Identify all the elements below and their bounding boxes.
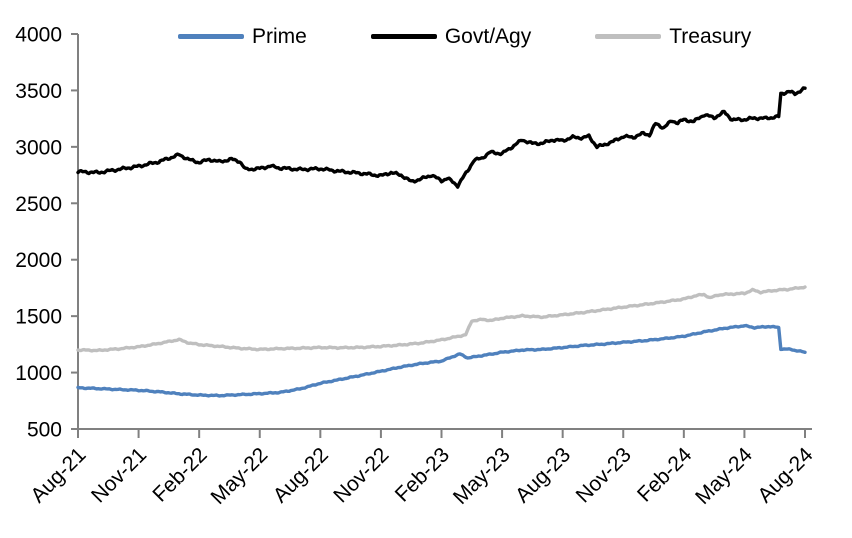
legend-item-prime: Prime (178, 26, 307, 47)
x-axis-label: May-23 (449, 443, 515, 509)
legend-label-treasury: Treasury (669, 25, 752, 48)
y-axis-label: 500 (27, 419, 62, 442)
x-axis-label: Feb-24 (633, 443, 697, 507)
govt-agy-line-swatch-icon (370, 34, 437, 39)
x-axis-label: Aug-21 (26, 443, 90, 507)
y-axis-label: 2000 (15, 249, 62, 272)
x-axis-label: May-24 (691, 443, 757, 509)
treasury-series-line (76, 285, 807, 353)
y-axis-label: 2500 (15, 193, 62, 216)
legend-label-govt-agy: Govt/Agy (444, 25, 532, 48)
y-axis-label: 1000 (15, 362, 62, 385)
legend-item-treasury: Treasury (595, 26, 751, 47)
govt-agy-series-line (76, 86, 807, 189)
treasury-line-swatch-icon (595, 34, 662, 39)
x-axis-label: Aug-22 (269, 443, 333, 507)
legend-label-prime: Prime (252, 25, 307, 48)
x-axis-label: Nov-22 (329, 443, 393, 507)
x-axis-label: Aug-24 (753, 443, 817, 507)
prime-series-line (76, 323, 807, 398)
x-axis-label: May-22 (207, 443, 273, 509)
legend-item-govt-agy: Govt/Agy (370, 25, 532, 48)
x-axis-label: Feb-22 (148, 443, 211, 506)
x-axis-label: Nov-21 (87, 443, 151, 507)
y-axis-label: 3000 (15, 136, 62, 159)
prime-line-swatch-icon (178, 34, 244, 39)
y-axis-label: 1500 (15, 306, 62, 329)
x-axis-label: Nov-23 (572, 443, 636, 507)
chart-legend: Prime Govt/Agy Treasury (178, 26, 751, 47)
y-axis-label: 3500 (15, 80, 62, 103)
x-axis-label: Feb-23 (391, 443, 454, 506)
x-axis-label: Aug-23 (511, 443, 575, 507)
y-axis-label: 4000 (15, 24, 62, 47)
